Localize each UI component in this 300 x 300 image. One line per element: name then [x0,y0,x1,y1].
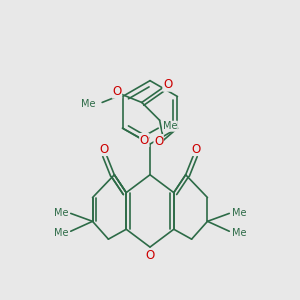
Text: O: O [112,85,122,98]
Text: O: O [154,135,163,148]
Text: O: O [163,78,172,91]
Text: Me: Me [232,208,246,218]
Text: O: O [191,142,200,155]
Text: Me: Me [54,228,68,238]
Text: O: O [140,134,149,147]
Text: Me: Me [232,228,246,238]
Text: O: O [146,248,154,262]
Text: Me: Me [81,99,95,110]
Text: O: O [100,142,109,155]
Text: Me: Me [54,208,68,218]
Text: Me: Me [163,121,177,131]
